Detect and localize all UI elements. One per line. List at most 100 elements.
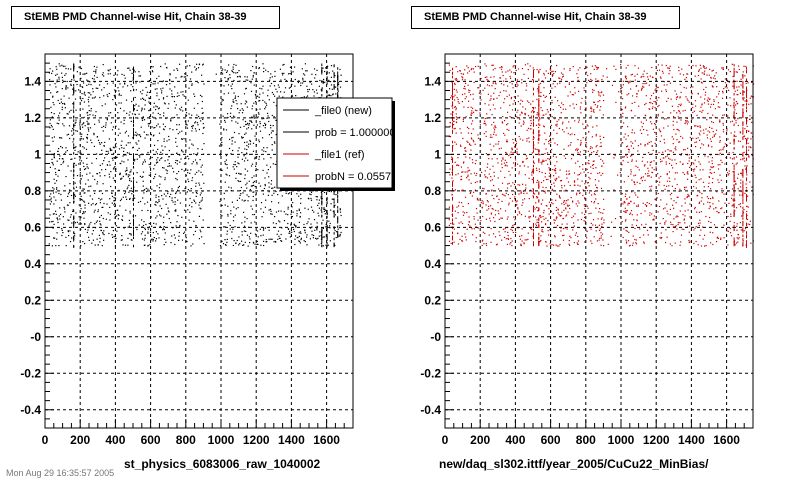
x-tick-label: 1600 [313, 433, 340, 447]
scatter-point [340, 231, 342, 234]
scatter-point [163, 216, 165, 218]
scatter-point [224, 181, 226, 183]
scatter-point [448, 224, 450, 226]
scatter-point [88, 239, 90, 241]
scatter-point [59, 137, 61, 139]
scatter-point [326, 76, 328, 79]
scatter-point [622, 112, 624, 114]
scatter-point [57, 169, 60, 171]
scatter-point [663, 138, 665, 141]
scatter-point [646, 161, 649, 163]
scatter-point [509, 69, 511, 71]
scatter-point [700, 200, 702, 202]
scatter-point [625, 239, 627, 241]
scatter-point [147, 228, 149, 230]
scatter-point [546, 152, 549, 154]
scatter-point [702, 109, 704, 112]
scatter-point [638, 169, 640, 171]
scatter-point [258, 141, 260, 143]
scatter-point [520, 190, 522, 192]
scatter-point [697, 125, 699, 127]
scatter-point [590, 78, 592, 80]
scatter-point [675, 225, 677, 227]
scatter-point [486, 117, 488, 119]
scatter-point [146, 91, 148, 93]
scatter-point [337, 91, 339, 95]
scatter-point [729, 71, 731, 73]
scatter-point [455, 174, 457, 176]
scatter-point [133, 132, 134, 135]
scatter-point [251, 177, 253, 179]
scatter-point [284, 78, 286, 80]
scatter-point [708, 220, 710, 223]
scatter-point [622, 84, 624, 86]
scatter-point [646, 72, 648, 75]
scatter-point [677, 222, 679, 224]
scatter-point [269, 208, 272, 210]
scatter-point [748, 103, 750, 105]
scatter-point [680, 103, 682, 105]
scatter-point [133, 222, 134, 226]
scatter-point [734, 180, 736, 182]
scatter-point [94, 244, 96, 246]
scatter-point [232, 220, 235, 222]
scatter-point [532, 100, 534, 102]
scatter-point [671, 185, 673, 187]
scatter-point [704, 70, 706, 72]
scatter-point [197, 148, 199, 150]
scatter-point [141, 108, 143, 110]
scatter-point [254, 243, 256, 245]
scatter-point [536, 197, 538, 199]
scatter-point [630, 212, 632, 214]
scatter-point [55, 213, 57, 215]
scatter-point [636, 96, 638, 98]
scatter-point [81, 138, 83, 140]
scatter-point [237, 95, 239, 98]
scatter-point [323, 210, 325, 212]
scatter-point [277, 230, 280, 232]
scatter-point [63, 102, 65, 105]
scatter-point [308, 88, 310, 91]
scatter-point [53, 188, 55, 190]
scatter-point [138, 113, 140, 115]
scatter-point [295, 235, 297, 237]
scatter-point [515, 144, 517, 146]
scatter-point [288, 87, 290, 89]
scatter-point [499, 77, 501, 79]
scatter-point [475, 66, 477, 68]
scatter-point [325, 226, 327, 228]
scatter-point [453, 96, 455, 98]
scatter-point [183, 95, 185, 97]
scatter-point [461, 76, 463, 78]
scatter-point [53, 203, 55, 205]
scatter-point [61, 64, 63, 66]
scatter-point [457, 173, 459, 175]
scatter-point [289, 232, 291, 234]
scatter-point [246, 152, 248, 154]
scatter-point [498, 188, 500, 190]
scatter-point [748, 155, 750, 157]
scatter-point [172, 201, 174, 203]
scatter-point [230, 85, 232, 87]
scatter-point [115, 157, 117, 159]
scatter-point [538, 150, 540, 152]
scatter-point [84, 125, 86, 127]
scatter-point [231, 88, 233, 90]
scatter-point [306, 244, 308, 246]
scatter-point [321, 87, 323, 89]
scatter-point [556, 245, 558, 247]
scatter-point [118, 90, 120, 92]
scatter-point [53, 153, 55, 155]
scatter-point [307, 95, 309, 97]
scatter-point [142, 116, 144, 118]
scatter-point [74, 98, 77, 100]
scatter-point [328, 220, 330, 222]
scatter-point [230, 210, 232, 212]
x-tick-label: 1200 [243, 433, 270, 447]
scatter-point [272, 130, 274, 132]
scatter-point [63, 223, 65, 225]
scatter-point [710, 166, 712, 168]
scatter-point [114, 89, 116, 91]
scatter-point [680, 135, 682, 138]
scatter-point [337, 234, 339, 237]
